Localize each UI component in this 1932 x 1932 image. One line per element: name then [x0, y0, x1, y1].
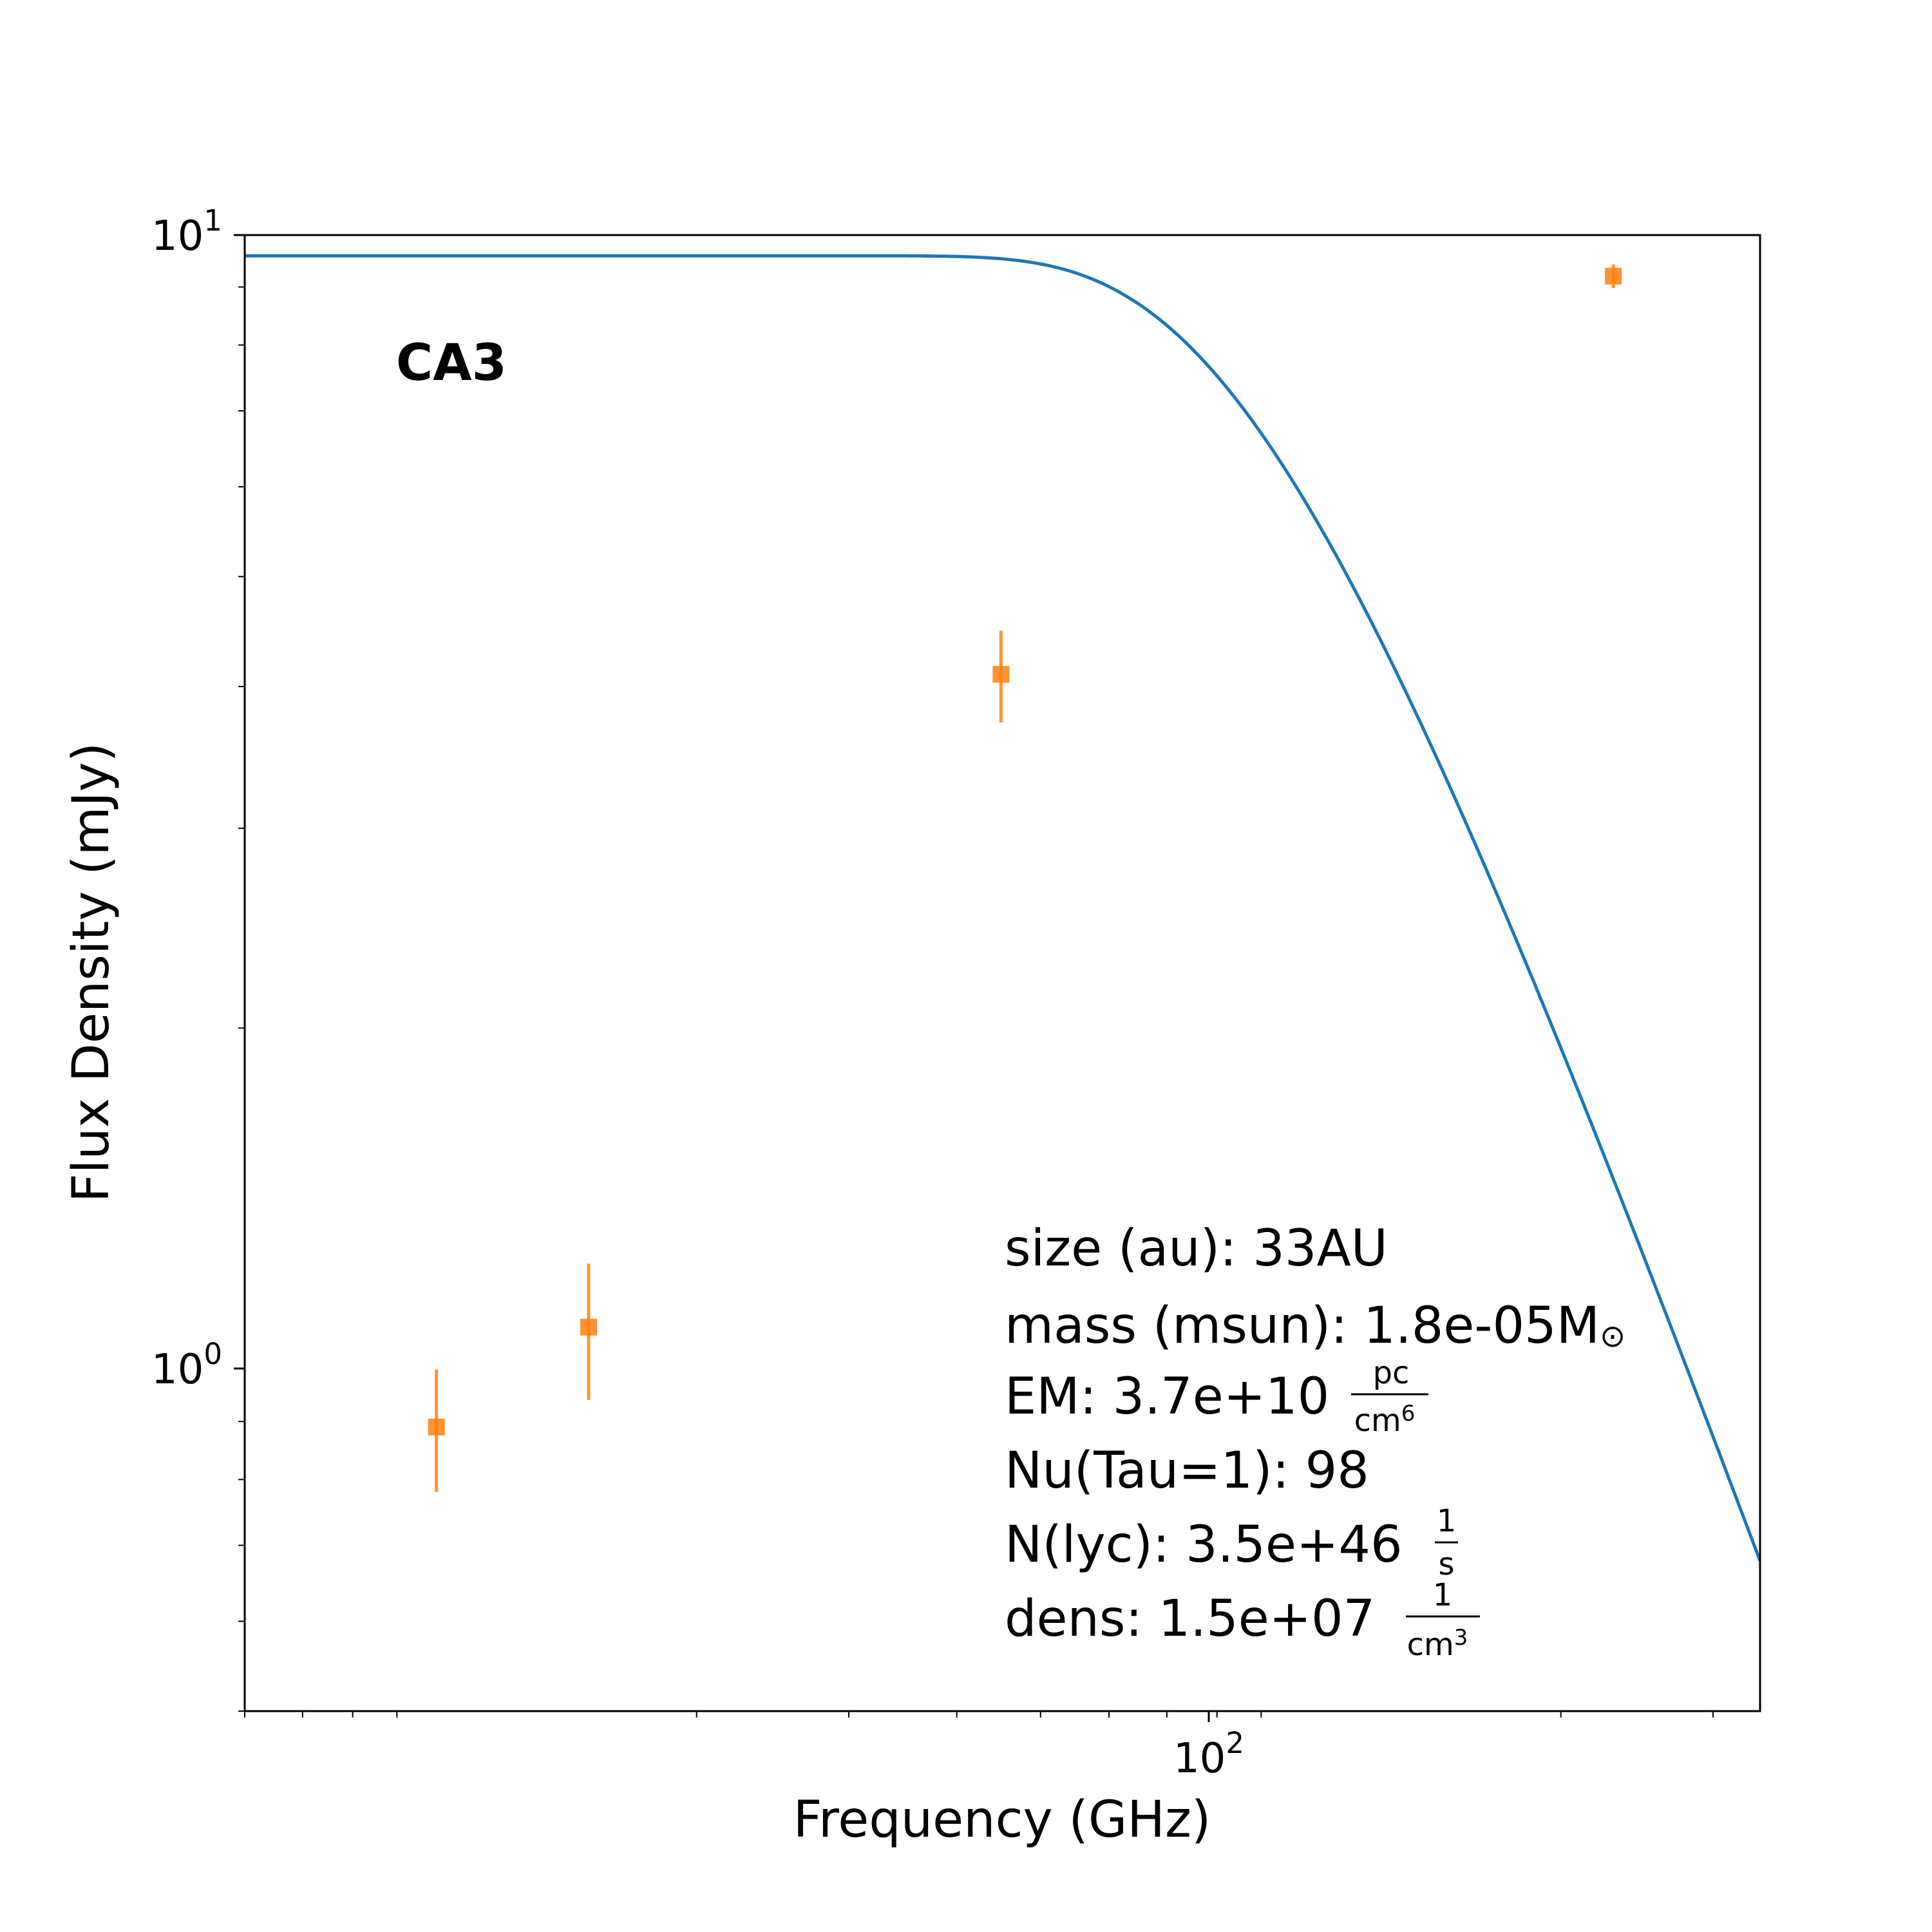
- annotation-nlyc: N(lyc): 3.5e+46: [1005, 1516, 1403, 1574]
- square-marker: [428, 1418, 445, 1435]
- annotation-nu-tau: Nu(Tau=1): 98: [1005, 1442, 1369, 1500]
- y-tick-label-10e0: 100: [151, 1337, 222, 1394]
- annotation-nlyc-unit-denominator: s: [1438, 1546, 1454, 1582]
- annotation-em: EM: 3.7e+10: [1005, 1368, 1329, 1426]
- square-marker: [992, 666, 1010, 683]
- annotation-dens-unit-denominator: cm3: [1407, 1625, 1468, 1663]
- plot-frame: [243, 234, 1761, 1712]
- data-points-layer: [428, 264, 1622, 1492]
- y-axis-label: Flux Density (mJy): [62, 743, 120, 1202]
- square-marker: [580, 1318, 598, 1336]
- model-layer: [245, 254, 1760, 1562]
- annotation-em-unit-denominator: cm6: [1354, 1401, 1416, 1439]
- x-axis-label: Frequency (GHz): [793, 1791, 1211, 1849]
- annotation-dens-unit-numerator: 1: [1433, 1577, 1453, 1613]
- data-point-1: [428, 1369, 445, 1492]
- annotation-em-unit-numerator: pc: [1373, 1355, 1410, 1391]
- x-tick-label-10e2: 102: [1173, 1726, 1244, 1783]
- panel-title: CA3: [396, 334, 507, 392]
- data-point-2: [580, 1264, 598, 1401]
- annotation-size: size (au): 33AU: [1005, 1220, 1388, 1278]
- annotation-mass: mass (msun): 1.8e-05M⊙: [1005, 1297, 1625, 1355]
- model-fit-curve: [245, 254, 1760, 1562]
- data-point-3: [992, 630, 1010, 723]
- annotation-nlyc-unit-numerator: 1: [1437, 1503, 1457, 1539]
- annotation-dens: dens: 1.5e+07: [1005, 1590, 1375, 1648]
- fit-parameters-annotation: size (au): 33AU mass (msun): 1.8e-05M⊙ E…: [1005, 1220, 1625, 1663]
- data-point-4: [1605, 264, 1622, 289]
- square-marker: [1605, 267, 1622, 285]
- y-tick-label-10e1: 101: [151, 204, 222, 260]
- minor-ticks: [238, 286, 1714, 1718]
